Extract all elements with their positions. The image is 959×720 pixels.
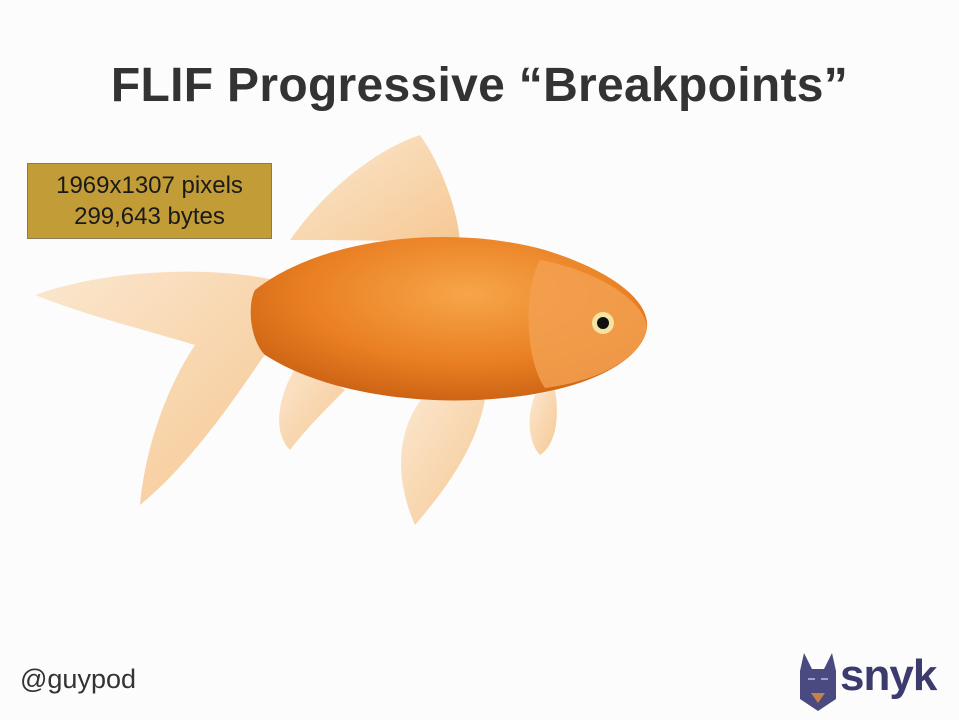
image-dimensions: 1969x1307 pixels [56, 172, 243, 199]
snyk-logo: snyk [798, 651, 948, 713]
pectoral-fin [529, 390, 557, 455]
dorsal-fin [290, 135, 460, 245]
snyk-wordmark: snyk [840, 651, 937, 700]
twitter-handle: @guypod [20, 664, 136, 694]
pelvic-fin [401, 395, 485, 525]
image-info-box: 1969x1307 pixels 299,643 bytes [27, 163, 272, 239]
tail-fin [35, 271, 275, 505]
fish-head [528, 260, 647, 388]
goldfish-image [35, 135, 648, 525]
slide-title: FLIF Progressive “Breakpoints” [110, 59, 849, 112]
doberman-icon [800, 653, 836, 711]
image-size: 299,643 bytes [74, 203, 225, 230]
